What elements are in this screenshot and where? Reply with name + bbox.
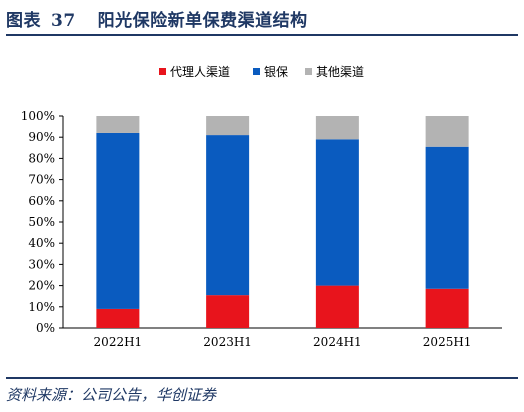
legend-swatch-3 [305,68,312,75]
source-note: 资料来源：公司公告，华创证券 [6,386,217,404]
figure-number: 37 [51,11,76,31]
bar-2022H1-series-2 [96,132,140,309]
x-tick-label-4: 2025H1 [423,335,472,349]
bar-2023H1-series-1 [206,295,250,328]
x-tick-label-2: 2023H1 [203,335,252,349]
y-tick-label-3: 30% [28,257,55,271]
y-tick-label-2: 20% [28,279,55,293]
figure-label: 图表 [6,11,41,31]
source-divider [6,377,518,379]
y-tick-label-9: 90% [28,130,55,144]
bar-2024H1-series-3 [315,116,359,140]
bar-2025H1-series-3 [425,116,469,147]
bar-2023H1-series-2 [206,135,250,296]
figure-header: 图表 37 阳光保险新单保费渠道结构 [6,4,518,34]
y-tick-label-0: 0% [36,321,55,335]
legend-swatch-1 [159,68,166,75]
y-tick-label-7: 70% [28,173,55,187]
legend-label-3: 其他渠道 [316,65,364,79]
y-tick-label-6: 60% [28,194,55,208]
bar-2023H1-series-3 [206,116,250,136]
stacked-bar-chart: 代理人渠道 银保 其他渠道 0% 10% 20% 30% 40% 50% 60% 70% 80% 90%… [21,65,502,349]
y-tick-label-1: 10% [28,300,55,314]
bar-2022H1-series-1 [96,308,140,328]
title-divider [6,34,518,36]
legend-label-1: 代理人渠道 [170,65,230,79]
bar-2025H1-series-2 [425,146,469,289]
y-tick-label-4: 40% [28,236,55,250]
figure-title-text: 阳光保险新单保费渠道结构 [97,11,308,31]
legend-swatch-2 [253,68,260,75]
legend-label-2: 银保 [264,65,288,79]
bar-2024H1-series-2 [315,139,359,286]
bar-2024H1-series-1 [315,285,359,328]
y-tick-label-8: 80% [28,151,55,165]
bar-2025H1-series-1 [425,288,469,328]
y-tick-label-10: 100% [21,109,55,123]
y-tick-label-5: 50% [28,215,55,229]
bar-2022H1-series-3 [96,116,140,133]
x-tick-label-1: 2022H1 [94,335,143,349]
x-tick-label-3: 2024H1 [313,335,362,349]
figure-title: 图表 37 阳光保险新单保费渠道结构 [6,6,308,31]
